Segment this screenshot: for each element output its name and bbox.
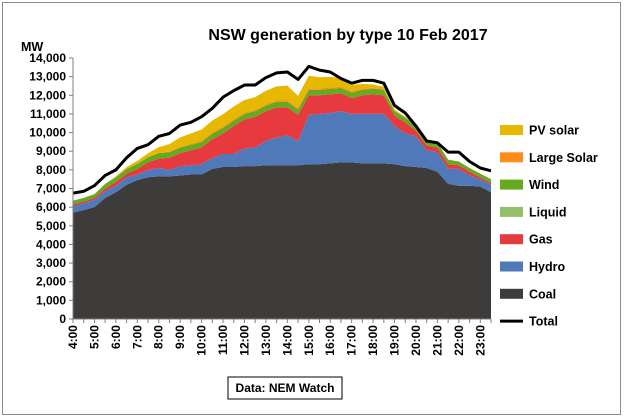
legend-label: Liquid [529,205,567,219]
x-tick-label: 22:00 [452,325,466,356]
source-box-border [227,376,343,400]
legend-swatch [500,261,523,272]
x-tick-label: 21:00 [430,325,444,356]
y-tick-label: 14,000 [29,51,66,65]
x-tick-label: 19:00 [388,325,402,356]
x-ticks: 4:00 5:00 6:00 7:00 8:00 9:00 10:00 11:00 12:00 1… [66,319,492,356]
legend-item-gas: Gas [500,233,553,247]
y-axis-label: MW [21,40,43,54]
y-tick-label: 9,000 [36,144,66,158]
legend-label: Wind [529,178,559,192]
legend-item-liquid: Liquid [500,205,567,219]
source-box: Data: NEM Watch [227,376,343,400]
y-tick-label: 4,000 [36,237,66,251]
legend-label: Coal [529,287,556,301]
legend-label: Gas [529,233,553,247]
source-label: Data: NEM Watch [236,381,335,395]
legend-label: Large Solar [529,151,598,165]
legend-item-coal: Coal [500,287,556,301]
y-tick-label: 0 [59,312,66,326]
x-tick-label: 13:00 [259,325,273,356]
y-tick-label: 6,000 [36,200,66,214]
legend-item-hydro: Hydro [500,260,565,274]
legend-item-total: Total [500,315,558,329]
area-hydro [73,111,491,213]
y-tick-label: 12,000 [29,88,66,102]
legend-item-large-solar: Large Solar [500,151,598,165]
x-tick-label: 23:00 [473,325,487,356]
legend-label: Hydro [529,260,565,274]
x-tick-label: 11:00 [216,325,230,355]
y-ticks: 0 1,000 2,000 3,000 4,000 5,000 6,000 7,000 8,00… [29,51,73,326]
x-tick-label: 14:00 [280,325,294,356]
legend-swatch [500,288,523,299]
legend-swatch [500,206,523,217]
y-tick-label: 13,000 [29,70,66,84]
x-tick-label: 8:00 [152,325,166,349]
chart: NSW generation by type 10 Feb 2017 MW 0 1… [21,27,598,400]
legend-label: PV solar [529,124,579,138]
y-tick-label: 3,000 [36,256,66,270]
x-tick-label: 20:00 [409,325,423,356]
legend-label: Total [529,315,558,329]
chart-frame: NSW generation by type 10 Feb 2017 MW 0 1… [2,2,621,415]
total-line [72,64,492,195]
area-gas [73,93,491,207]
x-tick-label: 18:00 [366,325,380,356]
y-tick-label: 5,000 [36,219,66,233]
y-tick-label: 7,000 [36,182,66,196]
x-tick-label: 12:00 [237,325,251,356]
legend-swatch [500,234,523,245]
legend-swatch [500,179,523,190]
y-tick-label: 1,000 [36,293,66,307]
x-tick-label: 16:00 [323,325,337,356]
x-tick-label: 17:00 [345,325,359,356]
x-tick-label: 9:00 [173,325,187,349]
x-tick-label: 4:00 [66,325,80,349]
x-tick-label: 7:00 [130,325,144,349]
series-areas [72,64,492,319]
x-tick-label: 10:00 [195,325,209,356]
y-tick-label: 10,000 [29,126,66,140]
x-tick-label: 6:00 [109,325,123,349]
legend-swatch [500,152,523,163]
legend-swatch [500,125,523,135]
y-tick-label: 2,000 [36,275,66,289]
y-tick-label: 11,000 [30,107,66,121]
x-tick-label: 5:00 [87,325,101,349]
legend-item-wind: Wind [500,178,559,192]
x-tick-label: 15:00 [302,325,316,356]
y-tick-label: 8,000 [36,163,66,177]
legend: PV solar Large Solar Wind Liquid Gas Hydro Coa… [500,124,598,329]
area-coal [73,162,491,319]
legend-item-pv-solar: PV solar [500,124,579,138]
chart-title: NSW generation by type 10 Feb 2017 [208,27,487,44]
